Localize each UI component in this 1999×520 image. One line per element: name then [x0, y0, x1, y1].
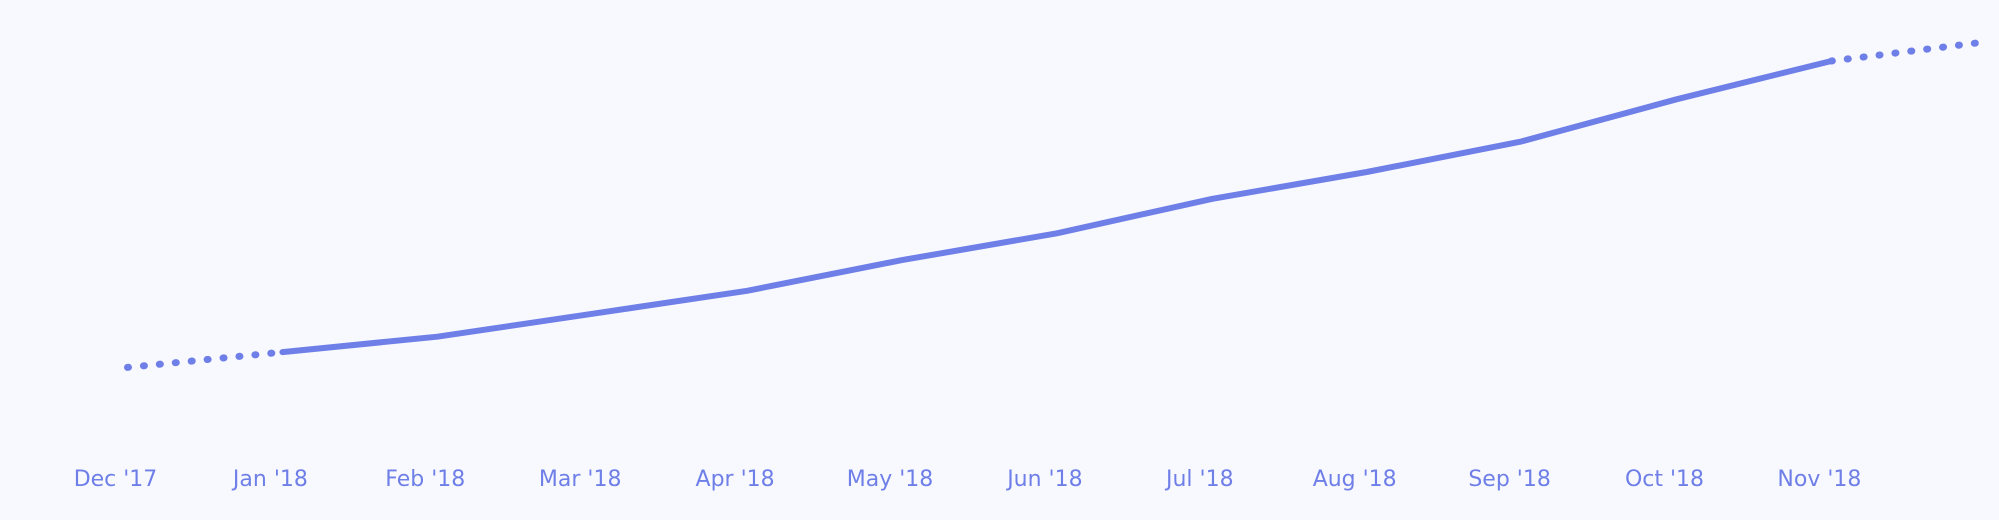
data-line	[279, 58, 1835, 356]
x-tick-label: Dec '17	[74, 467, 158, 492]
x-tick-label: Feb '18	[385, 467, 465, 492]
x-tick-label: Oct '18	[1625, 467, 1704, 492]
x-tick-label: Aug '18	[1313, 467, 1397, 492]
x-tick-label: May '18	[847, 467, 934, 492]
x-tick-label: Jun '18	[1005, 467, 1082, 492]
x-tick-label: Mar '18	[539, 467, 622, 492]
x-tick-label: Jan '18	[231, 467, 308, 492]
projected-line	[124, 38, 1990, 371]
x-tick-label: Nov '18	[1777, 467, 1861, 492]
x-tick-label: Sep '18	[1468, 467, 1551, 492]
x-tick-label: Jul '18	[1164, 467, 1234, 492]
x-tick-label: Apr '18	[696, 467, 775, 492]
